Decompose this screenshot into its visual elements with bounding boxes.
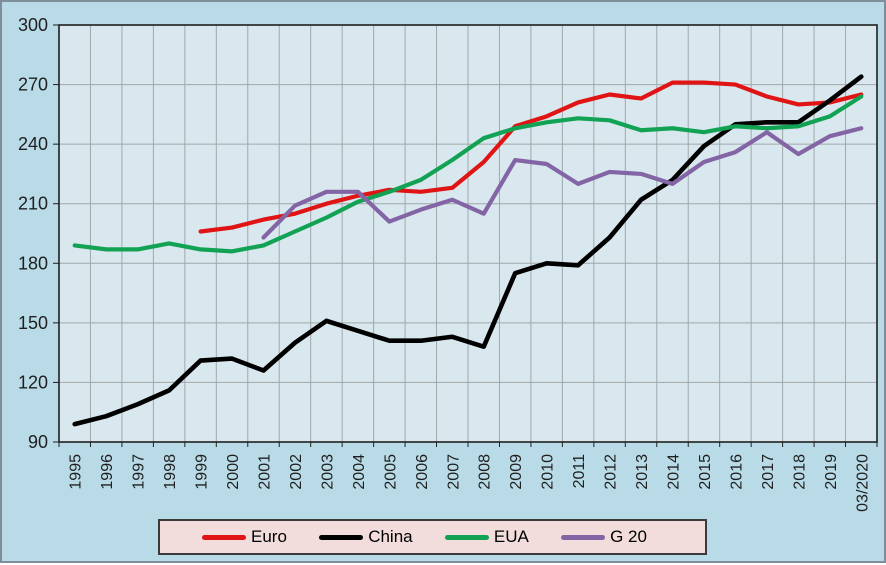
x-axis-label: 2002 (288, 454, 305, 490)
x-axis-label: 2018 (791, 454, 808, 490)
x-axis-label: 2011 (571, 454, 588, 489)
y-axis-label: 270 (18, 75, 48, 95)
series-line-g20 (261, 126, 864, 240)
x-axis-label: 1997 (131, 454, 148, 490)
x-axis-label: 2019 (823, 454, 840, 490)
x-axis-label: 2009 (508, 454, 525, 490)
legend-item-euro: Euro (202, 527, 287, 547)
y-axis-label: 90 (28, 432, 48, 452)
legend-item-g20: G 20 (561, 527, 647, 547)
legend-label-g20: G 20 (610, 527, 647, 546)
x-axis-label: 2008 (477, 454, 494, 490)
x-axis-label: 1999 (194, 454, 211, 490)
g20-line-swatch (561, 534, 606, 540)
x-axis-label: 2005 (382, 454, 399, 490)
y-axis-label: 150 (18, 313, 48, 333)
eua-line-swatch (444, 534, 489, 540)
y-axis-label: 120 (18, 372, 48, 392)
x-axis-label: 1995 (68, 454, 85, 490)
x-axis-label: 2007 (445, 454, 462, 490)
x-axis-label: 2010 (540, 454, 557, 490)
x-axis-label: 03/2020 (854, 454, 871, 512)
series-line-euro (198, 80, 864, 234)
legend-label-euro: Euro (251, 527, 287, 546)
y-axis-label: 240 (18, 134, 48, 154)
x-axis-label: 2003 (319, 454, 336, 490)
x-axis-label: 1996 (99, 454, 116, 490)
x-axis-label: 2000 (225, 454, 242, 490)
x-axis-label: 2004 (351, 454, 368, 490)
y-axis-label: 180 (18, 253, 48, 273)
x-axis-label: 1998 (162, 454, 179, 490)
legend-label-china: China (368, 527, 413, 546)
euro-line-swatch (202, 534, 246, 540)
china-line-swatch (319, 534, 364, 540)
x-axis-label: 2001 (257, 454, 274, 490)
legend-item-eua: EUA (444, 527, 529, 547)
x-axis-label: 2013 (634, 454, 651, 490)
x-axis-label: 2015 (697, 454, 714, 490)
legend-item-china: China (319, 527, 413, 547)
y-axis-label: 210 (18, 194, 48, 214)
x-axis-label: 2014 (666, 454, 683, 490)
series-line-eua (72, 94, 864, 254)
x-axis-label: 2006 (414, 454, 431, 490)
legend-label-eua: EUA (493, 527, 529, 546)
y-axis-label: 300 (18, 15, 48, 35)
x-axis-label: 2016 (728, 454, 745, 490)
x-axis-label: 2017 (760, 454, 777, 490)
chart-legend: Euro China EUA G 20 (158, 519, 707, 555)
x-axis-label: 2012 (603, 454, 620, 490)
